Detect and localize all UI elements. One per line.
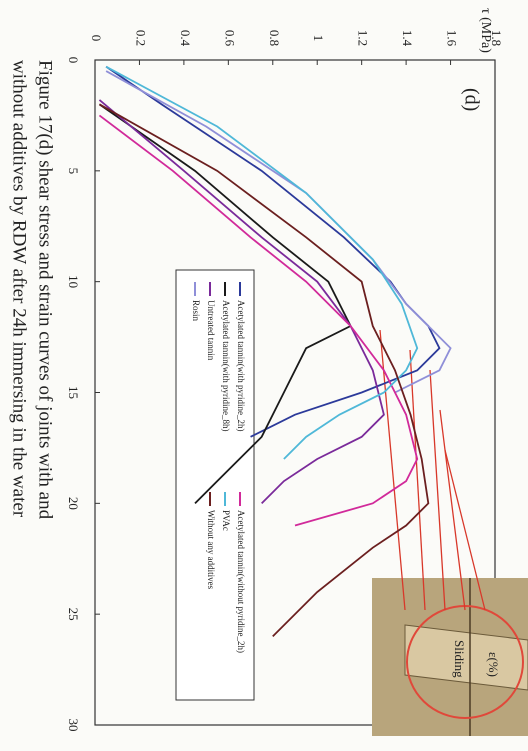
x-tick-label: 30 <box>66 719 81 732</box>
legend-label: Rosin <box>191 300 201 322</box>
inset-strip <box>404 624 528 691</box>
x-tick-label: 15 <box>66 386 81 399</box>
y-tick-label: 0.8 <box>267 30 282 46</box>
y-tick-label: 0 <box>89 35 104 42</box>
legend-label: PVAc <box>221 510 231 531</box>
caption-line: without additives by RDW after 24h immer… <box>9 60 30 518</box>
series-line <box>105 70 452 394</box>
y-tick-label: 0.6 <box>222 30 237 47</box>
x-tick-label: 5 <box>66 168 81 175</box>
x-tick-label: 25 <box>66 608 81 621</box>
arrow <box>439 409 466 611</box>
x-axis-title: ε(%) <box>486 652 501 677</box>
y-tick-label: 0.4 <box>178 30 193 47</box>
legend-label: Without any additives <box>206 510 216 590</box>
legend-label: Acetylated tannin(with pyridine_2h) <box>236 300 246 431</box>
y-axis-title: τ (MPa) <box>478 8 493 53</box>
arrow <box>444 449 486 611</box>
panel-label: (d) <box>460 88 482 111</box>
y-tick-label: 1 <box>311 35 326 42</box>
legend-label: Acetylated tannin(with pyridine_8h) <box>221 300 231 431</box>
series-line <box>105 65 419 460</box>
y-tick-label: 1.6 <box>445 30 460 47</box>
y-tick-label: 1.8 <box>489 30 504 46</box>
x-tick-label: 20 <box>66 497 81 510</box>
y-tick-label: 1.4 <box>400 30 415 47</box>
arrow <box>379 329 406 611</box>
series-line <box>98 114 419 527</box>
legend-label: Untreated tannin <box>206 300 216 361</box>
inset-label: Sliding <box>452 640 467 678</box>
x-tick-label: 0 <box>66 57 81 64</box>
arrow <box>429 369 446 611</box>
legend-box <box>175 269 255 701</box>
series-line <box>98 99 385 504</box>
arrow <box>409 349 426 611</box>
legend-label: Acetylated tannin(without pyridine_2h) <box>236 510 246 653</box>
y-tick-label: 0.2 <box>133 30 148 46</box>
series-line <box>98 103 352 504</box>
arrows <box>379 329 486 611</box>
x-tick-label: 10 <box>66 275 81 288</box>
y-tick-label: 1.2 <box>356 30 371 46</box>
series-line <box>99 103 430 637</box>
caption-line: Figure 17(d) shear stress and strain cur… <box>35 60 56 520</box>
